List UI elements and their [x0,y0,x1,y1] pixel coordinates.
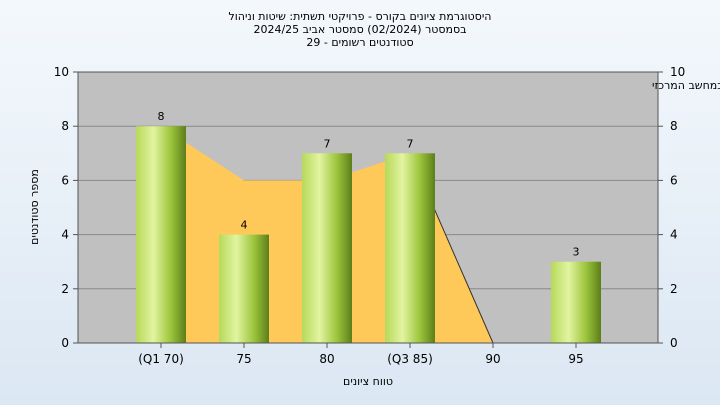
x-tick-label-5: 95 [568,352,583,366]
x-tick-label-0: (Q1 70) [138,352,184,366]
x-tick-label-3: (Q3 85) [387,352,433,366]
y-tick-right-6: 6 [670,173,678,187]
y-tick-right-4: 4 [670,228,678,242]
bar-2 [302,153,352,343]
x-axis-title: טווח ציונים [343,375,393,388]
y-tick-right-10: 10 [670,65,685,79]
x-tick-label-1: 75 [236,352,251,366]
bar-value-label-2: 7 [324,137,331,150]
bar-value-label-5: 3 [573,246,580,259]
plot-border [77,71,659,344]
y-tick-left-0: 0 [61,336,69,350]
y-tick-right-8: 8 [670,119,678,133]
bar-value-label-0: 8 [158,110,165,123]
bar-value-label-1: 4 [241,219,248,232]
x-tick-label-4: 90 [485,352,500,366]
bar-5 [551,261,601,343]
bar-0 [136,126,186,343]
y-tick-right-0: 0 [670,336,678,350]
chart-title: היסטוגרמת ציונים בקורס - פרויקטי תשתית: … [228,10,492,23]
chart-subtitle-semester: בסמסטר (02/2024) סמסטר אביב 2024/25 [253,23,467,36]
y-tick-left-10: 10 [54,65,69,79]
x-tick-label-2: 80 [319,352,334,366]
y-tick-left-4: 4 [61,228,69,242]
y-tick-left-2: 2 [61,282,69,296]
bar-3 [385,153,435,343]
chart-annotation: במשימה : ציון סופי במערכת האקדמית במחשב … [652,79,720,92]
y-tick-left-8: 8 [61,119,69,133]
bar-value-label-3: 7 [407,137,414,150]
y-tick-left-6: 6 [61,173,69,187]
chart-subtitle-students: סטודנטים רשומים - 29 [306,36,414,49]
y-tick-right-2: 2 [670,282,678,296]
chart-titles: היסטוגרמת ציונים בקורס - פרויקטי תשתית: … [0,10,720,49]
y-axis-title: מספר סטודנטים [28,169,41,245]
bar-1 [219,234,269,343]
